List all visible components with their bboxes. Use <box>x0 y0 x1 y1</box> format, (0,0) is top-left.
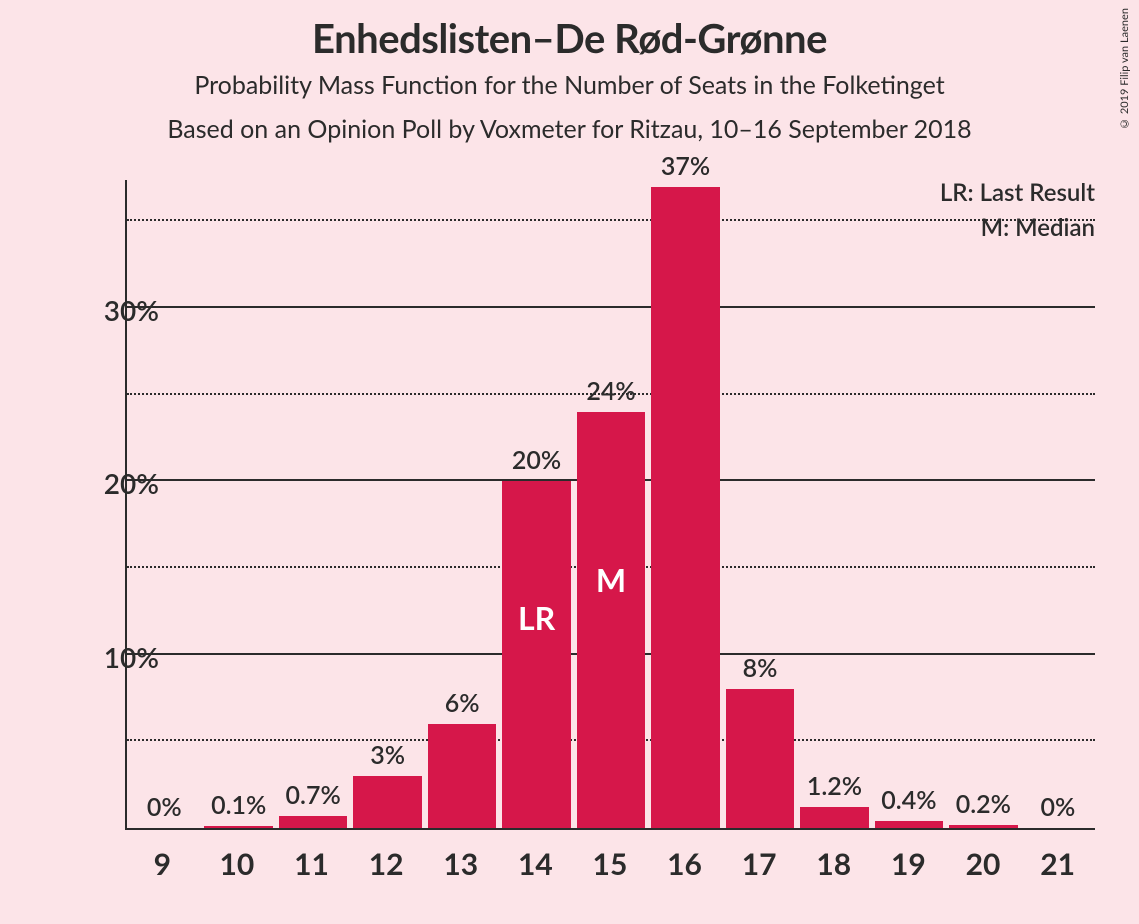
bar-slot: 1.2% <box>797 180 871 828</box>
bar-value-label: 37% <box>661 151 710 181</box>
bar-value-label: 0% <box>1040 792 1075 822</box>
x-axis-tick-label: 19 <box>871 832 946 882</box>
bar: 37% <box>651 187 720 828</box>
x-axis-tick-label: 17 <box>722 832 797 882</box>
title-block: Enhedslisten–De Rød-Grønne Probability M… <box>0 0 1139 144</box>
x-axis-tick-label: 11 <box>274 832 349 882</box>
bar: 6% <box>428 724 497 828</box>
bar-value-label: 0.1% <box>211 790 266 820</box>
bar-slot: 0.4% <box>872 180 946 828</box>
x-axis-tick-label: 14 <box>498 832 573 882</box>
x-axis-tick-label: 15 <box>573 832 648 882</box>
bar-value-label: 1.2% <box>807 771 862 801</box>
bar-value-label: 20% <box>512 445 561 475</box>
bar: 20%LR <box>502 481 571 828</box>
chart-subtitle-2: Based on an Opinion Poll by Voxmeter for… <box>0 114 1139 144</box>
x-axis-tick-label: 12 <box>349 832 424 882</box>
bar-slot: 0.7% <box>276 180 350 828</box>
x-axis-labels: 9101112131415161718192021 <box>125 832 1095 882</box>
bar-value-label: 0.4% <box>881 785 936 815</box>
bar-value-label: 0% <box>147 792 182 822</box>
bar-slot: 37% <box>648 180 722 828</box>
bar-slot: 6% <box>425 180 499 828</box>
bar-value-label: 8% <box>743 653 778 683</box>
bar: 3% <box>353 776 422 828</box>
y-axis-tick-label: 10% <box>59 640 159 674</box>
bar-slot: 0.2% <box>946 180 1020 828</box>
bar-slot: 24% M <box>574 180 648 828</box>
x-axis-tick-label: 21 <box>1020 832 1095 882</box>
bar: 1.2% <box>800 807 869 828</box>
bar: 8% <box>726 689 795 828</box>
bars-container: 0%0.1%0.7%3%6%20%LR24%M37%8%1.2%0.4%0.2%… <box>127 180 1095 828</box>
x-axis-tick-label: 9 <box>125 832 200 882</box>
bar-slot: 0% <box>1021 180 1095 828</box>
x-axis-tick-label: 16 <box>647 832 722 882</box>
bar: 0.4% <box>875 821 944 828</box>
bar-slot: 8% <box>723 180 797 828</box>
bar: 0.7% <box>279 816 348 828</box>
x-axis-tick-label: 18 <box>796 832 871 882</box>
x-axis-tick-label: 10 <box>200 832 275 882</box>
bar-value-label: 0.2% <box>956 789 1011 819</box>
bar-inner-label: LR <box>518 598 555 637</box>
bar: 0.1% <box>204 826 273 828</box>
y-axis-tick-label: 20% <box>59 466 159 500</box>
bar-value-label: 3% <box>370 740 405 770</box>
chart-plot-area: 0%0.1%0.7%3%6%20%LR24%M37%8%1.2%0.4%0.2%… <box>125 180 1095 830</box>
bar-value-label: 0.7% <box>286 780 341 810</box>
bar-slot: 20% LR <box>499 180 573 828</box>
chart-title: Enhedslisten–De Rød-Grønne <box>0 14 1139 62</box>
x-axis-tick-label: 20 <box>946 832 1021 882</box>
bar-slot: 3% <box>350 180 424 828</box>
bar: 0.2% <box>949 825 1018 828</box>
bar-value-label: 24% <box>586 376 635 406</box>
bar-value-label: 6% <box>445 688 480 718</box>
chart-subtitle-1: Probability Mass Function for the Number… <box>0 70 1139 100</box>
y-axis-tick-label: 30% <box>59 293 159 327</box>
bar: 24%M <box>577 412 646 828</box>
bar-slot: 0% <box>127 180 201 828</box>
bar-slot: 0.1% <box>201 180 275 828</box>
x-axis-tick-label: 13 <box>423 832 498 882</box>
bar-inner-label: M <box>596 560 626 599</box>
copyright-text: © 2019 Filip van Laenen <box>1118 8 1131 130</box>
